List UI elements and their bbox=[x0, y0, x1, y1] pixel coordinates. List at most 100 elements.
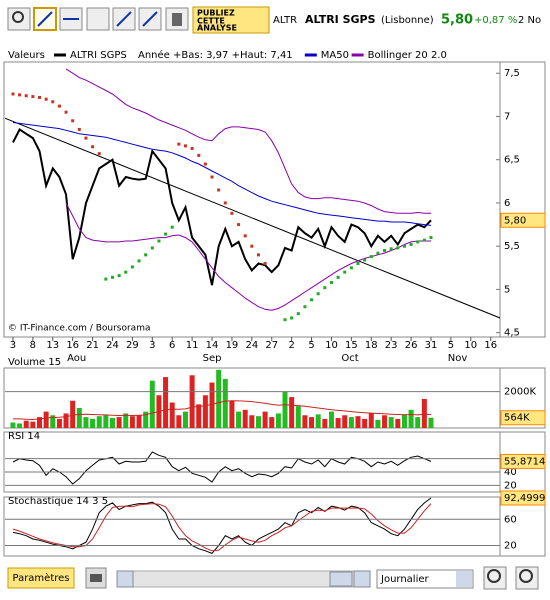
sar-dot bbox=[157, 239, 161, 243]
copyright: © IT-Finance.com / Boursorama bbox=[8, 324, 150, 334]
sar-dot bbox=[71, 119, 75, 123]
x-tick-label: 26 bbox=[405, 340, 418, 351]
volume-bar bbox=[116, 417, 122, 428]
volume-bar bbox=[56, 418, 62, 428]
volume-bar bbox=[216, 369, 222, 428]
sar-dot bbox=[369, 255, 373, 259]
change: +0,87 % bbox=[474, 15, 517, 26]
series-line bbox=[65, 68, 431, 214]
volume-bar bbox=[421, 398, 427, 428]
scroll-left[interactable] bbox=[116, 570, 134, 588]
volume-bar bbox=[428, 417, 434, 428]
sar-dot bbox=[230, 211, 234, 215]
y-tick-label: 2000K bbox=[504, 387, 536, 398]
volume-bar bbox=[83, 417, 89, 428]
x-tick-label: 5 bbox=[448, 340, 454, 351]
sar-dot bbox=[416, 240, 420, 244]
y-tick-label: 20 bbox=[504, 480, 517, 491]
panel-title: RSI 14 bbox=[8, 431, 40, 442]
date: 2 No bbox=[518, 15, 541, 26]
price: 5,80 bbox=[441, 13, 473, 28]
y-tick-label: 20 bbox=[504, 541, 517, 552]
params-button[interactable] bbox=[7, 567, 75, 589]
scroll-thumb[interactable] bbox=[329, 571, 353, 587]
print-icon bbox=[90, 574, 102, 582]
x-tick-label: 31 bbox=[425, 340, 438, 351]
volume-bar bbox=[255, 416, 261, 428]
volume-bar bbox=[163, 377, 169, 428]
sar-dot bbox=[170, 225, 174, 229]
volume-bar bbox=[109, 418, 115, 428]
channel-icon bbox=[116, 11, 132, 27]
y-tick-label: 60 bbox=[504, 514, 517, 525]
volume-bar bbox=[182, 411, 188, 428]
sar-dot bbox=[183, 144, 187, 148]
sar-dot bbox=[31, 95, 35, 99]
sar-dot bbox=[283, 318, 287, 322]
x-tick-label: 23 bbox=[385, 340, 398, 351]
period-select[interactable] bbox=[376, 569, 474, 589]
sar-dot bbox=[296, 312, 300, 316]
legend-title: Valeurs bbox=[8, 50, 45, 61]
x-tick-label: 24 bbox=[106, 340, 119, 351]
period-label: Journalier bbox=[380, 574, 430, 585]
sar-dot bbox=[383, 249, 387, 253]
x-tick-label: 13 bbox=[46, 340, 59, 351]
volume-bar bbox=[103, 415, 109, 428]
volume-bar bbox=[342, 415, 348, 428]
trend-line bbox=[5, 117, 500, 319]
volume-bar bbox=[275, 413, 281, 428]
sar-dot bbox=[422, 238, 426, 242]
last-value-label: 92,4999 bbox=[504, 493, 545, 504]
sar-dot bbox=[203, 162, 207, 166]
x-tick-label: 8 bbox=[30, 340, 36, 351]
sar-dot bbox=[51, 100, 55, 104]
volume-bar bbox=[262, 411, 268, 428]
sar-dot bbox=[57, 104, 61, 108]
sar-dot bbox=[310, 298, 314, 302]
scroll-right[interactable] bbox=[353, 570, 371, 588]
sar-dot bbox=[117, 274, 121, 278]
volume-bar bbox=[136, 415, 142, 428]
sar-dot bbox=[363, 258, 367, 262]
publish-button[interactable] bbox=[192, 6, 270, 34]
x-tick-label: 18 bbox=[365, 340, 378, 351]
sar-dot bbox=[150, 246, 154, 250]
volume-bar bbox=[90, 418, 96, 428]
sar-dot bbox=[77, 127, 81, 131]
volume-bar bbox=[282, 391, 288, 428]
y-tick-label: 5 bbox=[504, 284, 510, 295]
volume-bar bbox=[395, 418, 401, 428]
fib-tool[interactable] bbox=[86, 7, 110, 31]
sar-dot bbox=[18, 93, 22, 97]
legend-label: ALTRI SGPS bbox=[70, 50, 127, 61]
sar-dot bbox=[402, 244, 406, 248]
volume-bar bbox=[309, 417, 315, 428]
volume-bar bbox=[315, 414, 321, 428]
sar-dot bbox=[356, 261, 360, 265]
sar-dot bbox=[290, 316, 294, 320]
sar-dot bbox=[396, 246, 400, 250]
volume-bar bbox=[382, 415, 388, 428]
y-tick-label: 4,5 bbox=[504, 328, 520, 339]
y-tick-label: 5,5 bbox=[504, 241, 520, 252]
sar-dot bbox=[130, 265, 134, 269]
sar-dot bbox=[144, 253, 148, 257]
volume-bar bbox=[355, 416, 361, 428]
sar-dot bbox=[323, 286, 327, 290]
publish-text: CETTE bbox=[197, 17, 225, 26]
sar-dot bbox=[217, 188, 221, 192]
series-line bbox=[12, 122, 432, 226]
sar-dot bbox=[38, 95, 42, 99]
sar-dot bbox=[210, 175, 214, 179]
x-tick-label: 19 bbox=[226, 340, 239, 351]
volume-bar bbox=[348, 417, 354, 428]
x-tick-label: 11 bbox=[186, 340, 199, 351]
volume-bar bbox=[289, 397, 295, 428]
x-tick-label: 27 bbox=[265, 340, 278, 351]
volume-bar bbox=[375, 419, 381, 428]
sar-dot bbox=[303, 305, 307, 309]
y-tick-label: 6 bbox=[504, 198, 510, 209]
